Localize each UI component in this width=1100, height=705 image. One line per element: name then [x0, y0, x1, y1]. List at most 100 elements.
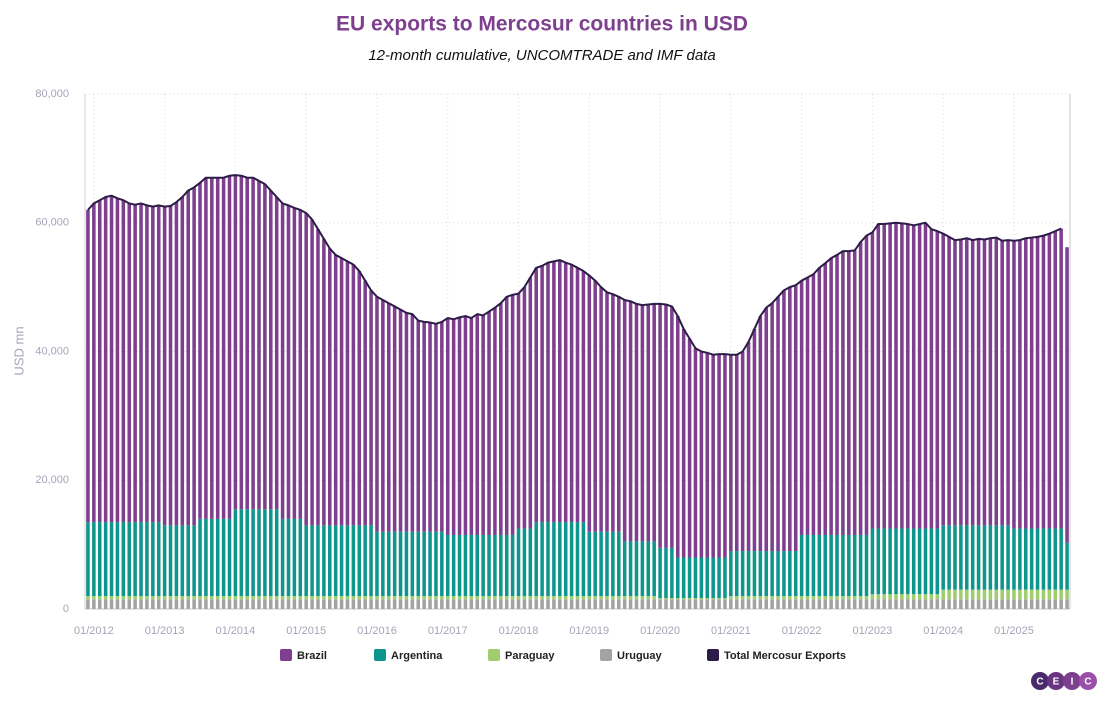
- bar-segment: [398, 596, 403, 600]
- bar-segment: [976, 525, 981, 590]
- bar-segment: [121, 596, 126, 600]
- bar-segment: [740, 551, 745, 597]
- bar-segment: [186, 190, 190, 526]
- bar-segment: [617, 599, 621, 609]
- bar-segment: [322, 596, 326, 600]
- bar-segment: [186, 525, 190, 597]
- bar-segment: [599, 287, 603, 532]
- bar-segment: [493, 534, 497, 597]
- bar-segment: [805, 277, 810, 535]
- bar-segment: [286, 599, 291, 609]
- bar-segment: [263, 509, 267, 597]
- bar-segment: [457, 534, 462, 597]
- bar-segment: [274, 596, 279, 600]
- bar-segment: [1041, 528, 1046, 590]
- bar-segment: [959, 239, 963, 526]
- bar-segment: [752, 599, 757, 609]
- bar-segment: [251, 599, 255, 609]
- bar-segment: [729, 551, 733, 597]
- bar-segment: [587, 596, 592, 600]
- bar-segment: [345, 261, 350, 526]
- bar-segment: [941, 599, 945, 609]
- bar-segment: [882, 594, 886, 600]
- bar-segment: [451, 319, 456, 535]
- bar-segment: [269, 596, 273, 600]
- bar-segment: [970, 599, 975, 609]
- bar-segment: [298, 596, 303, 600]
- bar-segment: [398, 531, 403, 597]
- bar-segment: [847, 599, 851, 609]
- bar-segment: [328, 248, 332, 526]
- y-axis-label: USD mn: [11, 326, 26, 375]
- bar-segment: [139, 599, 143, 609]
- bar-segment: [204, 177, 208, 519]
- bar-segment: [286, 518, 291, 597]
- bar-segment: [92, 522, 96, 597]
- bar-segment: [499, 596, 503, 600]
- bar-segment: [363, 596, 367, 600]
- bar-segment: [499, 303, 503, 535]
- bar-segment: [876, 528, 881, 595]
- bar-segment: [658, 598, 662, 600]
- bar-segment: [487, 534, 491, 597]
- bar-segment: [451, 596, 456, 600]
- bar-segment: [835, 534, 839, 597]
- bar-segment: [192, 525, 196, 597]
- bar-segment: [617, 296, 621, 532]
- bar-segment: [103, 522, 108, 597]
- bar-segment: [782, 290, 786, 552]
- bar-segment: [198, 596, 202, 600]
- bar-segment: [263, 596, 267, 600]
- bar-segment: [693, 599, 698, 609]
- bar-segment: [705, 352, 710, 558]
- bar-segment: [363, 599, 367, 609]
- bar-segment: [145, 596, 149, 600]
- bar-segment: [711, 598, 715, 600]
- bar-segment: [705, 598, 710, 600]
- bar-segment: [982, 599, 987, 609]
- bar-segment: [835, 599, 839, 609]
- bar-segment: [174, 202, 179, 526]
- bar-segment: [251, 177, 255, 510]
- bar-segment: [369, 290, 373, 526]
- bar-segment: [852, 596, 857, 600]
- bar-segment: [1041, 589, 1046, 600]
- bar-segment: [581, 522, 586, 597]
- bar-segment: [392, 306, 397, 532]
- bar-segment: [1000, 589, 1004, 600]
- bar-segment: [115, 522, 120, 597]
- bar-segment: [445, 596, 450, 600]
- bar-segment: [723, 598, 727, 600]
- bar-segment: [351, 525, 356, 597]
- bar-segment: [864, 534, 869, 597]
- bar-segment: [575, 522, 580, 597]
- bar-segment: [451, 599, 456, 609]
- bar-segment: [198, 599, 202, 609]
- bar-segment: [1041, 599, 1046, 609]
- bar-segment: [652, 596, 656, 600]
- bar-segment: [799, 596, 804, 600]
- bar-segment: [705, 599, 710, 609]
- bar-segment: [563, 522, 568, 597]
- bar-segment: [528, 528, 533, 597]
- bar-segment: [210, 518, 214, 597]
- x-tick-label: 01/2025: [994, 625, 1034, 637]
- bar-segment: [510, 294, 515, 535]
- legend-swatch: [488, 649, 500, 661]
- bar-segment: [221, 599, 226, 609]
- bar-segment: [345, 599, 350, 609]
- bar-segment: [180, 596, 185, 600]
- total-line: [87, 174, 1062, 356]
- bar-segment: [1035, 528, 1040, 590]
- bar-segment: [440, 599, 444, 609]
- bar-segment: [174, 525, 179, 597]
- bar-segment: [835, 596, 839, 600]
- bar-segment: [410, 596, 415, 600]
- bar-segment: [929, 599, 934, 609]
- x-tick-label: 01/2014: [216, 625, 256, 637]
- bar-segment: [180, 197, 185, 526]
- bar-segment: [274, 197, 279, 510]
- bar-segment: [333, 525, 338, 597]
- bar-segment: [233, 175, 238, 510]
- bar-segment: [333, 596, 338, 600]
